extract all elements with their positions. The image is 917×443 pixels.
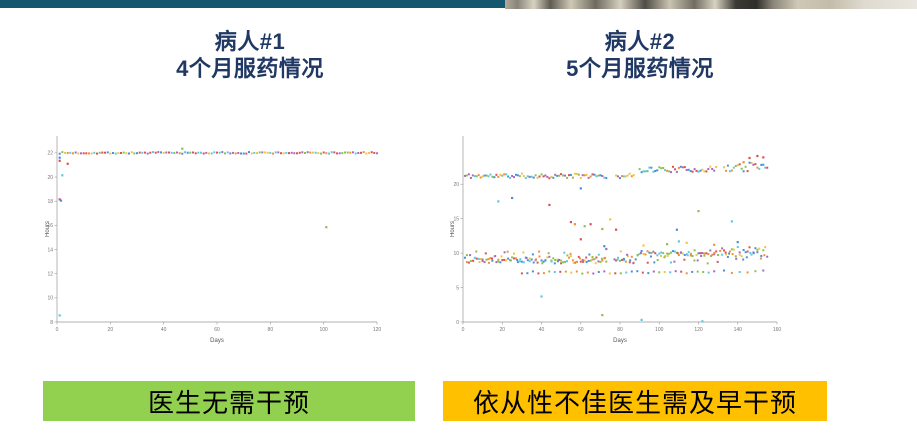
- patient2-title-line1: 病人#2: [604, 29, 676, 54]
- svg-text:80: 80: [617, 327, 623, 333]
- svg-text:120: 120: [694, 327, 703, 333]
- svg-text:40: 40: [539, 327, 545, 333]
- patient1-title-line1: 病人#1: [214, 29, 286, 54]
- svg-text:5: 5: [456, 285, 459, 291]
- svg-text:0: 0: [462, 327, 465, 333]
- svg-text:16: 16: [47, 223, 53, 229]
- svg-text:Hours: Hours: [45, 221, 51, 237]
- svg-text:15: 15: [453, 216, 459, 222]
- svg-text:160: 160: [773, 327, 782, 333]
- svg-text:100: 100: [319, 327, 328, 333]
- svg-text:Days: Days: [613, 338, 627, 344]
- svg-text:20: 20: [453, 182, 459, 188]
- patient1-title-line2: 4个月服药情况: [176, 56, 324, 81]
- svg-text:60: 60: [214, 327, 220, 333]
- patient1-status-banner: 医生无需干预: [43, 381, 415, 421]
- svg-text:20: 20: [499, 327, 505, 333]
- patient2-title-line2: 5个月服药情况: [566, 56, 714, 81]
- svg-text:10: 10: [453, 251, 459, 257]
- svg-text:22: 22: [47, 151, 53, 157]
- svg-text:120: 120: [373, 327, 382, 333]
- top-accent-bar: [0, 0, 505, 8]
- svg-text:60: 60: [578, 327, 584, 333]
- patient1-title: 病人#1 4个月服药情况: [50, 28, 450, 82]
- svg-text:80: 80: [268, 327, 274, 333]
- svg-text:40: 40: [161, 327, 167, 333]
- svg-text:100: 100: [655, 327, 664, 333]
- svg-text:12: 12: [47, 271, 53, 277]
- patient2-title: 病人#2 5个月服药情况: [440, 28, 840, 82]
- svg-text:Days: Days: [210, 338, 224, 344]
- svg-text:0: 0: [56, 327, 59, 333]
- photo-fragment: [505, 0, 917, 9]
- patient2-status-banner: 依从性不佳医生需及早干预: [443, 381, 827, 421]
- svg-text:14: 14: [47, 247, 53, 253]
- svg-text:10: 10: [47, 296, 53, 302]
- svg-text:8: 8: [50, 320, 53, 326]
- svg-text:140: 140: [734, 327, 743, 333]
- patient2-adherence-scatter-chart: 0 20 40 60 80 100 120 140 160 0 5 10 15 20 Days Hours: [450, 130, 785, 344]
- svg-text:20: 20: [47, 175, 53, 181]
- svg-text:Hours: Hours: [450, 221, 456, 237]
- svg-text:0: 0: [456, 320, 459, 326]
- svg-text:20: 20: [108, 327, 114, 333]
- svg-text:18: 18: [47, 199, 53, 205]
- patient1-adherence-scatter-chart: 0 20 40 60 80 100 120 8 10 12 14 16 18 20 22 Days Hours: [45, 126, 385, 344]
